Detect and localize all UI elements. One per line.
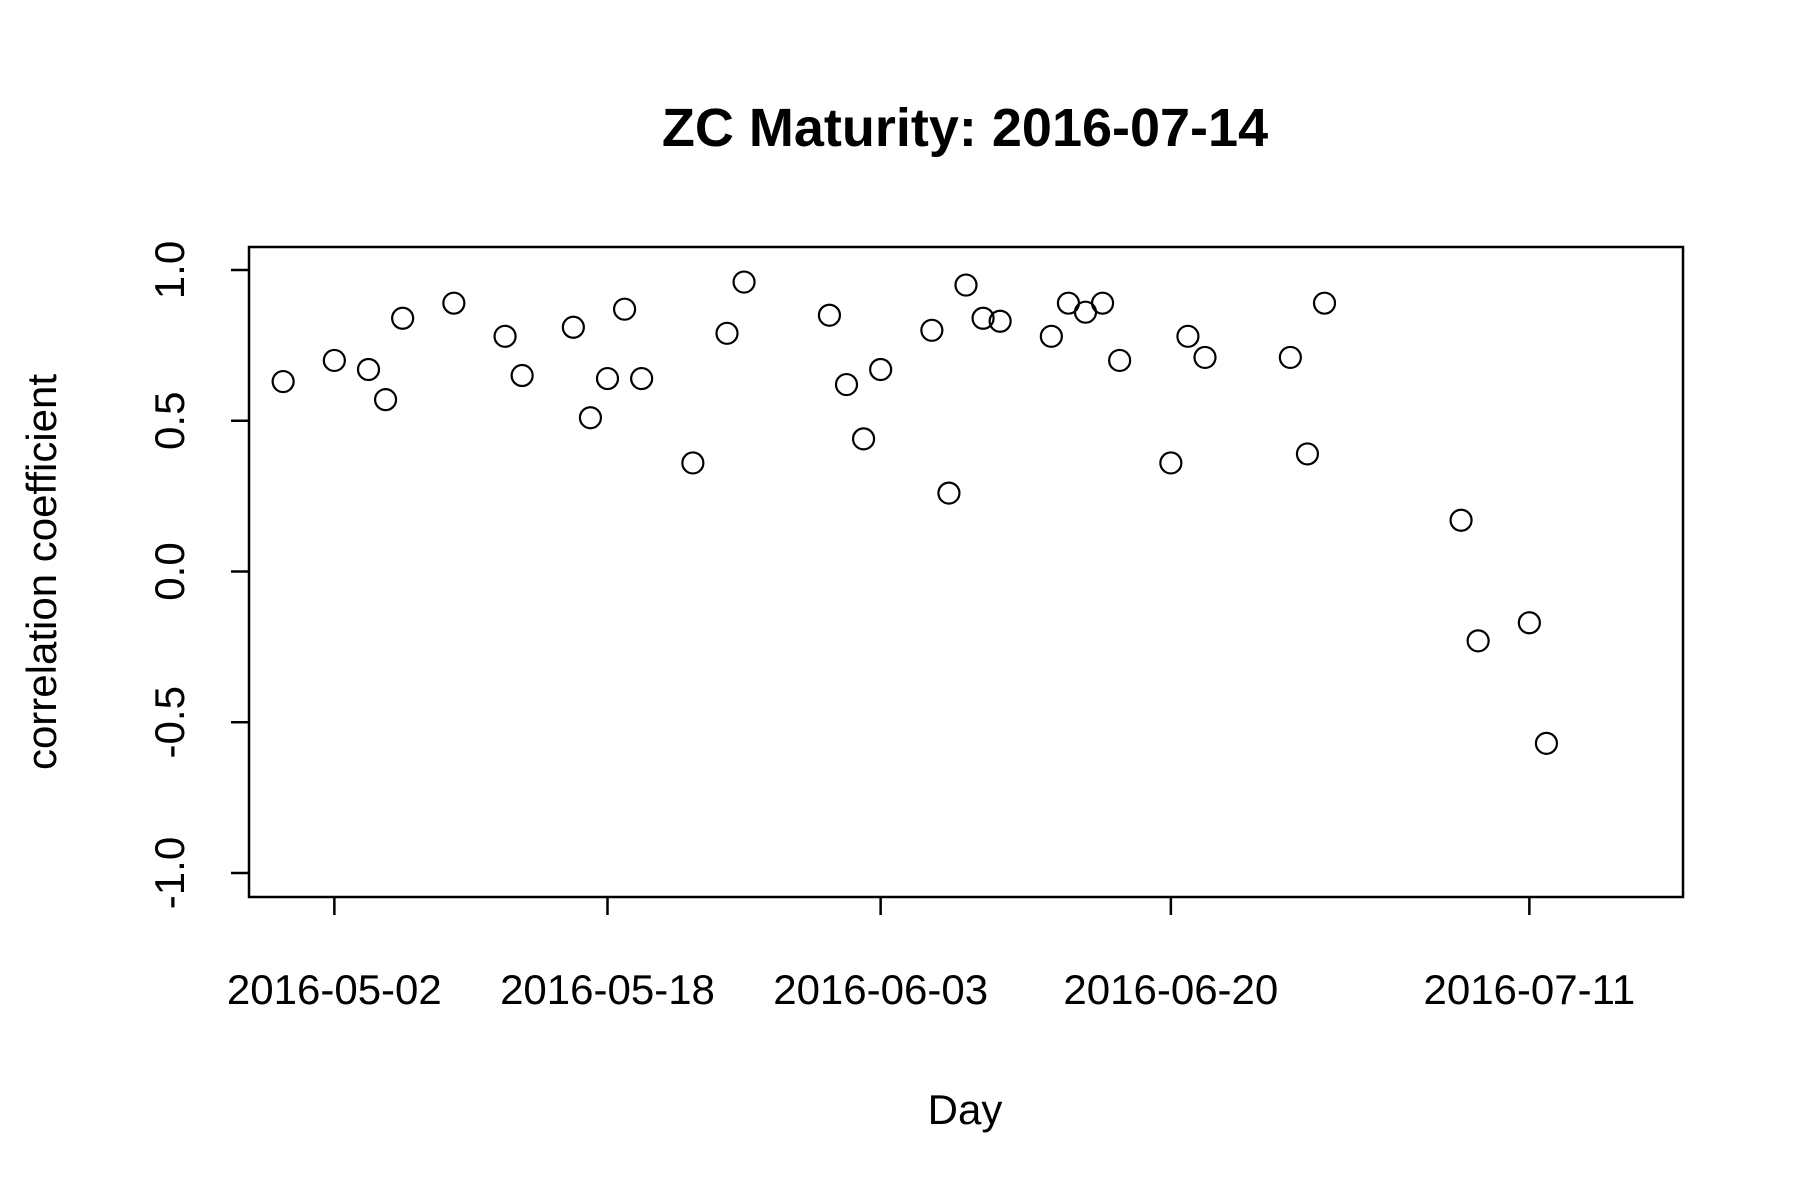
x-axis: 2016-05-02 2016-05-18 2016-06-03 2016-06-20… bbox=[227, 897, 1635, 1013]
data-point bbox=[442, 291, 466, 315]
x-tick-label: 2016-07-11 bbox=[1423, 966, 1635, 1013]
chart-title: ZC Maturity: 2016-07-14 bbox=[662, 98, 1268, 158]
data-point bbox=[322, 348, 346, 373]
data-point bbox=[817, 303, 842, 327]
y-tick-label: 0.0 bbox=[146, 542, 193, 600]
data-point bbox=[715, 321, 739, 345]
x-tick-label: 2016-06-03 bbox=[773, 966, 988, 1013]
data-point bbox=[271, 369, 295, 394]
data-point bbox=[681, 451, 705, 475]
y-tick-label: -1.0 bbox=[146, 837, 193, 909]
data-point bbox=[1517, 611, 1541, 635]
y-axis: -1.0 -0.5 0.0 0.5 1.0 bbox=[146, 241, 249, 909]
x-axis-label: Day bbox=[928, 1086, 1003, 1133]
data-point bbox=[1159, 451, 1183, 475]
data-point bbox=[851, 427, 876, 451]
x-tick-label: 2016-05-18 bbox=[500, 966, 715, 1013]
y-tick-label: 1.0 bbox=[146, 241, 193, 299]
data-point bbox=[732, 270, 756, 294]
data-point bbox=[612, 297, 637, 321]
data-point bbox=[1090, 291, 1115, 315]
data-point bbox=[1176, 324, 1200, 348]
data-point bbox=[561, 315, 585, 339]
y-axis-label: correlation coefficient bbox=[18, 374, 65, 770]
data-point bbox=[391, 306, 415, 330]
data-point bbox=[869, 357, 893, 382]
data-point bbox=[834, 372, 859, 397]
data-point bbox=[1295, 442, 1320, 466]
plot-frame bbox=[247, 245, 1685, 899]
data-point bbox=[493, 324, 517, 348]
data-points bbox=[271, 270, 1559, 755]
y-tick-label: 0.5 bbox=[146, 392, 193, 450]
data-point bbox=[1534, 731, 1559, 755]
data-point bbox=[1466, 629, 1490, 653]
data-point bbox=[971, 306, 995, 330]
data-point bbox=[1039, 324, 1063, 348]
x-tick-label: 2016-06-20 bbox=[1063, 966, 1278, 1013]
data-point bbox=[356, 357, 381, 382]
data-point bbox=[1193, 345, 1217, 370]
x-tick-label: 2016-05-02 bbox=[227, 966, 442, 1013]
data-point bbox=[1312, 291, 1337, 315]
data-point bbox=[988, 309, 1012, 333]
data-point bbox=[373, 388, 398, 412]
data-point bbox=[578, 406, 603, 430]
data-point bbox=[630, 366, 654, 391]
data-point bbox=[1449, 508, 1473, 532]
data-point bbox=[954, 273, 978, 297]
data-point bbox=[595, 366, 620, 391]
data-point bbox=[1278, 345, 1302, 370]
data-point bbox=[1108, 348, 1132, 373]
data-point bbox=[510, 363, 534, 388]
data-point bbox=[937, 481, 961, 505]
y-tick-label: -0.5 bbox=[146, 686, 193, 758]
data-point bbox=[920, 318, 944, 342]
